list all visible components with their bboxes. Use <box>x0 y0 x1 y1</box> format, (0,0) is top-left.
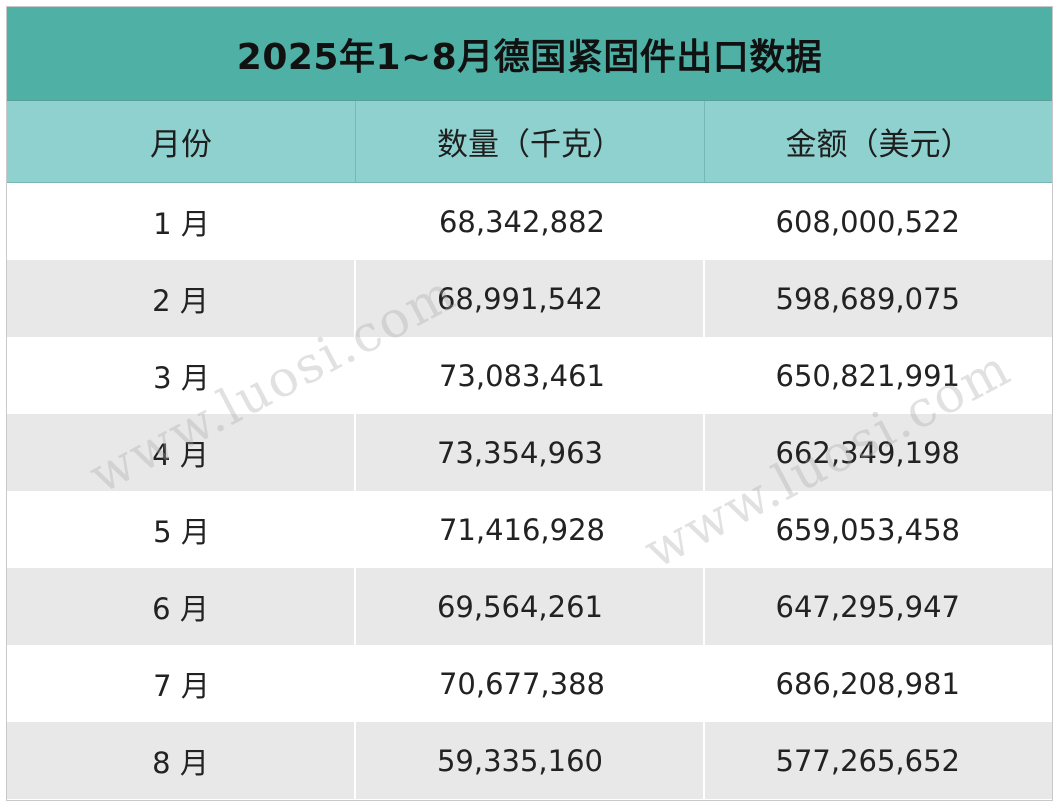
cell-month: 5 月 <box>153 514 210 549</box>
header-month: 月份 <box>7 101 356 182</box>
cell-amount: 659,053,458 <box>775 512 961 547</box>
table-row: 2 月 68,991,542 598,689,075 <box>7 260 1052 337</box>
table-body: 1 月 68,342,882 608,000,522 2 月 68,991,542 598… <box>7 183 1052 799</box>
table-row: 3 月 73,083,461 650,821,991 <box>7 337 1052 414</box>
cell-month: 1 月 <box>153 206 210 241</box>
table-row: 7 月 70,677,388 686,208,981 <box>7 645 1052 722</box>
cell-month: 2 月 <box>7 260 356 337</box>
cell-quantity: 59,335,160 <box>356 722 705 799</box>
cell-month: 6 月 <box>7 568 356 645</box>
cell-quantity: 73,354,963 <box>356 414 705 491</box>
table-title-bar: 2025年1~8月德国紧固件出口数据 <box>7 7 1052 101</box>
cell-amount: 598,689,075 <box>775 281 961 316</box>
cell-amount: 662,349,198 <box>775 435 961 470</box>
header-amount: 金额（美元） <box>785 127 972 163</box>
cell-amount: 686,208,981 <box>775 666 961 701</box>
cell-quantity: 73,083,461 <box>438 358 605 393</box>
table-row: 1 月 68,342,882 608,000,522 <box>7 183 1052 260</box>
cell-amount: 650,821,991 <box>775 358 961 393</box>
cell-quantity: 71,416,928 <box>438 512 605 547</box>
table-row: 4 月 73,354,963 662,349,198 <box>7 414 1052 491</box>
cell-month: 7 月 <box>153 668 210 703</box>
table-row: 8 月 59,335,160 577,265,652 <box>7 722 1052 799</box>
table-container: 2025年1~8月德国紧固件出口数据 月份 数量（千克） 金额（美元） 1 月 6… <box>6 6 1053 801</box>
header-quantity: 数量（千克） <box>356 101 705 182</box>
table-row: 5 月 71,416,928 659,053,458 <box>7 491 1052 568</box>
table-row: 6 月 69,564,261 647,295,947 <box>7 568 1052 645</box>
cell-month: 4 月 <box>7 414 356 491</box>
cell-amount: 608,000,522 <box>775 204 961 239</box>
cell-quantity: 69,564,261 <box>356 568 705 645</box>
cell-quantity: 68,342,882 <box>438 204 605 239</box>
table-title: 2025年1~8月德国紧固件出口数据 <box>236 36 823 78</box>
table-header-row: 月份 数量（千克） 金额（美元） <box>7 101 1052 183</box>
cell-amount: 577,265,652 <box>775 743 961 778</box>
cell-quantity: 68,991,542 <box>356 260 705 337</box>
cell-amount: 647,295,947 <box>775 589 961 624</box>
cell-quantity: 70,677,388 <box>438 666 605 701</box>
cell-month: 8 月 <box>7 722 356 799</box>
cell-month: 3 月 <box>153 360 210 395</box>
